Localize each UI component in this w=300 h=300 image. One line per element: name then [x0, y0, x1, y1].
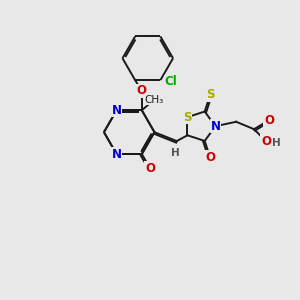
Text: N: N — [210, 120, 220, 133]
Text: Cl: Cl — [165, 75, 178, 88]
Text: O: O — [137, 85, 147, 98]
Text: N: N — [112, 148, 122, 160]
Text: O: O — [261, 135, 271, 148]
Text: CH₃: CH₃ — [145, 94, 164, 105]
Text: O: O — [205, 151, 215, 164]
Text: H: H — [171, 148, 180, 158]
Text: O: O — [145, 162, 155, 175]
Text: O: O — [264, 114, 274, 127]
Text: S: S — [183, 111, 192, 124]
Text: S: S — [206, 88, 214, 101]
Text: H: H — [272, 138, 281, 148]
Text: N: N — [112, 104, 122, 117]
